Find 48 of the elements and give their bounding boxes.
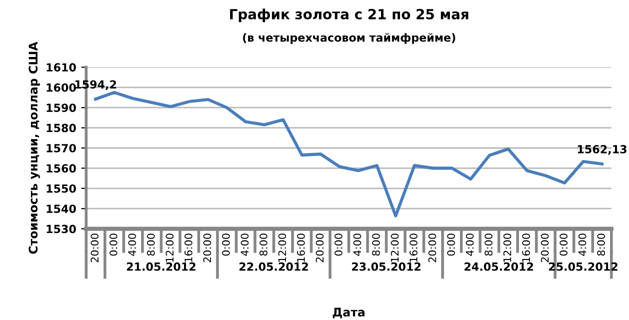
x-tick-label: 12:00 [503, 234, 512, 262]
text: 24.05.2012 [464, 262, 534, 271]
y-tick-label: 1580 [46, 124, 76, 132]
text: 22.05.2012 [239, 262, 308, 271]
data-label: 1594,2 [75, 80, 116, 90]
y-tick-label: 1550 [46, 184, 76, 193]
x-tick-label: 16:00 [184, 234, 192, 262]
x-tick-label: 8:00 [484, 234, 492, 256]
y-tick-label: 1600 [46, 83, 76, 92]
y-tick-label: 1540 [46, 204, 76, 213]
y-tick-label: 1610 [46, 63, 76, 72]
x-tick-label: 12:00 [278, 234, 286, 262]
y-tick-label: 1560 [46, 164, 76, 173]
chart-title: График золота с 21 по 25 мая [230, 8, 468, 22]
x-tick-label: 12:00 [390, 234, 399, 262]
x-tick-label: 8:00 [146, 234, 155, 256]
x-tick-label: 0:00 [222, 234, 230, 256]
x-tick-label: 20:00 [428, 234, 436, 262]
x-tick-label: 8:00 [372, 234, 380, 256]
x-tick-label: 20:00 [540, 234, 549, 262]
x-tick-label: 4:00 [578, 234, 586, 256]
x-tick-label: 4:00 [128, 234, 136, 256]
x-tick-label: 20:00 [203, 234, 212, 262]
data-label: 1562,13 [578, 145, 626, 155]
y-tick-label: 1530 [46, 224, 76, 234]
x-tick-label: 4:00 [240, 234, 249, 256]
x-tick-label: 16:00 [522, 234, 530, 262]
x-tick-label: 0:00 [334, 234, 342, 256]
x-tick-label: 20:00 [90, 234, 99, 262]
text: 25.05.2012 [548, 262, 618, 271]
x-tick-label: 4:00 [466, 234, 474, 256]
x-tick-label: 0:00 [109, 234, 118, 256]
chart-subtitle: (в четырехчасовом таймфрейме) [243, 33, 456, 44]
text: 23.05.2012 [352, 262, 420, 271]
text: 21.05.2012 [126, 262, 196, 271]
x-tick-label: 20:00 [316, 234, 324, 262]
x-axis-title: Дата [332, 308, 364, 318]
x-tick-label: 12:00 [166, 234, 174, 262]
x-tick-label: 16:00 [297, 234, 305, 262]
x-tick-label: 4:00 [353, 234, 362, 256]
x-tick-label: 0:00 [447, 234, 455, 256]
y-axis-title: Стоимость унции, доллар США [28, 42, 40, 254]
x-tick-label: 8:00 [597, 234, 606, 256]
x-tick-label: 8:00 [260, 234, 268, 256]
y-tick-label: 1590 [46, 104, 76, 112]
x-tick-label: 0:00 [560, 234, 568, 256]
x-tick-label: 16:00 [410, 234, 418, 262]
y-tick-label: 1570 [46, 144, 76, 152]
